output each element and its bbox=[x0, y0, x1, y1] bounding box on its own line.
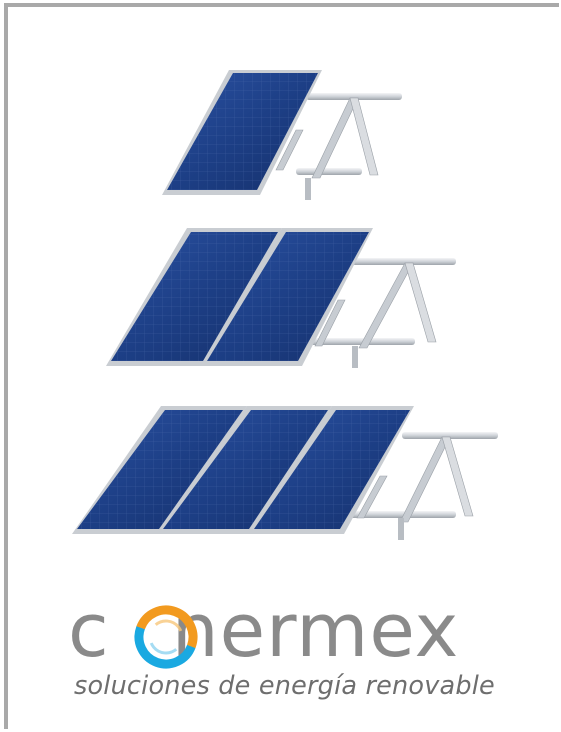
swirl-o-icon bbox=[134, 605, 198, 669]
solar-mount-illustration bbox=[72, 70, 498, 540]
mount-frame-3 bbox=[350, 432, 498, 540]
array-1-panel bbox=[162, 70, 402, 200]
mount-frame-1 bbox=[275, 93, 402, 200]
brand-name-prefix: c bbox=[68, 588, 110, 674]
brand-wordmark: c nermex bbox=[68, 594, 459, 668]
array-2-panels bbox=[106, 228, 456, 368]
frame-top-border bbox=[4, 3, 559, 7]
frame-left-border bbox=[4, 3, 8, 729]
mount-frame-2 bbox=[305, 258, 456, 368]
brand-name-suffix: nermex bbox=[171, 588, 460, 674]
array-3-panels bbox=[72, 406, 498, 540]
brand-tagline: soluciones de energía renovable bbox=[74, 671, 495, 701]
